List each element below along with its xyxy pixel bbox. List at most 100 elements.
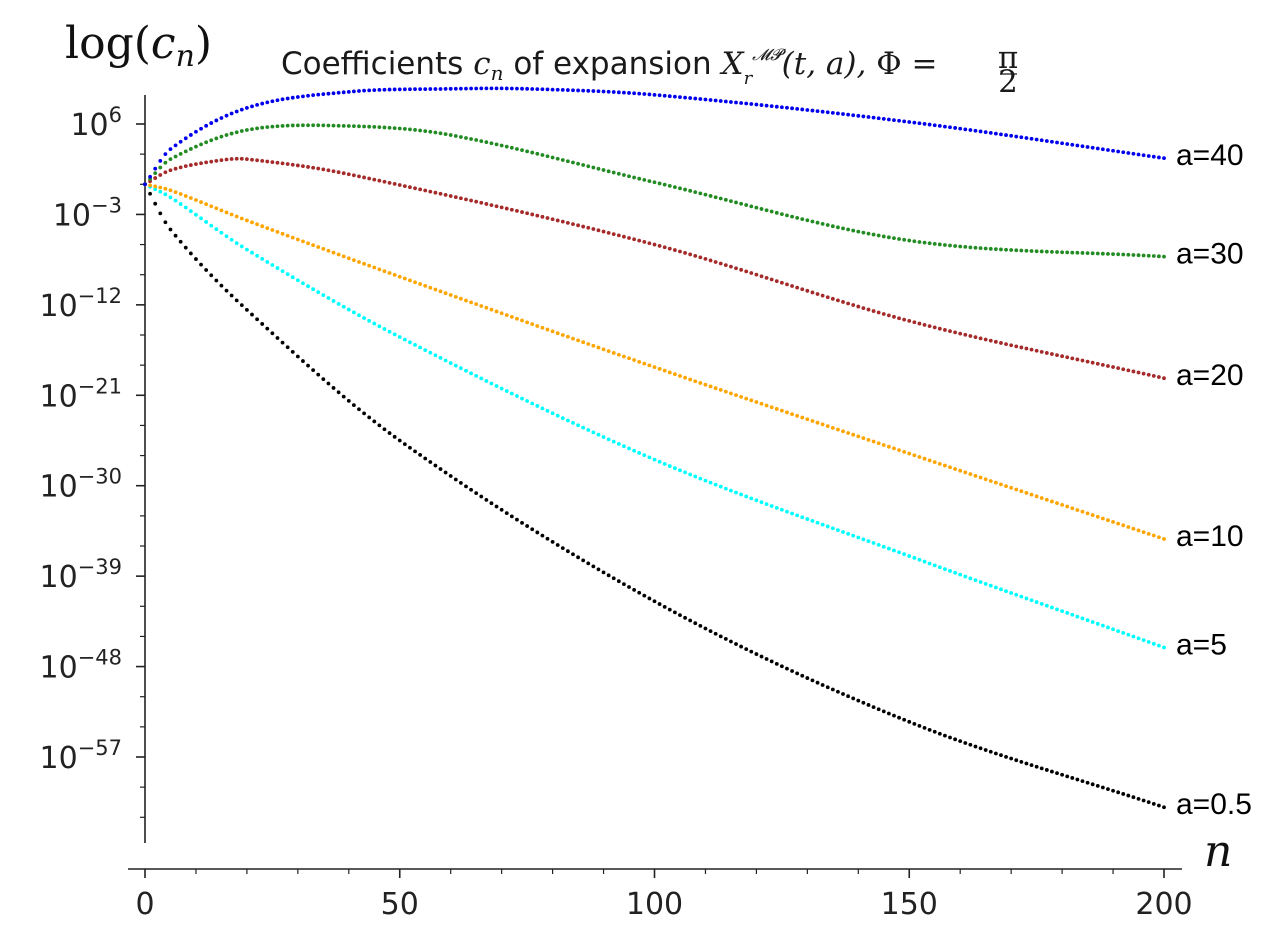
- data-point: [474, 86, 479, 91]
- data-point: [667, 370, 672, 375]
- data-point: [336, 90, 341, 95]
- data-point: [861, 114, 866, 119]
- data-point: [927, 122, 932, 127]
- data-point: [861, 230, 866, 235]
- data-point: [886, 235, 891, 240]
- data-point: [504, 86, 509, 91]
- data-point: [978, 746, 983, 751]
- data-point: [932, 123, 937, 128]
- data-point: [499, 143, 504, 148]
- data-point: [245, 218, 249, 223]
- data-point: [754, 102, 759, 107]
- data-point: [346, 172, 351, 177]
- data-point: [1116, 149, 1121, 154]
- data-point: [1162, 805, 1166, 810]
- data-point: [285, 162, 290, 166]
- data-point: [204, 140, 209, 145]
- data-point: [1029, 249, 1034, 253]
- data-point: [402, 87, 407, 92]
- data-point: [530, 87, 535, 91]
- data-point: [321, 123, 326, 128]
- data-point: [922, 122, 927, 126]
- data-point: [153, 187, 158, 192]
- data-point: [968, 742, 973, 747]
- chart-title: Coefficients cn of expansion Xr𝓜𝓟(t, a),…: [281, 45, 937, 89]
- data-point: [1126, 252, 1131, 257]
- data-point: [239, 303, 244, 308]
- data-point: [1024, 596, 1029, 601]
- data-point: [357, 124, 361, 129]
- data-point: [978, 580, 983, 584]
- data-point: [678, 374, 682, 378]
- data-point: [744, 494, 749, 499]
- data-point: [453, 294, 458, 299]
- data-point: [622, 234, 626, 239]
- data-point: [428, 87, 433, 91]
- data-point: [764, 502, 769, 507]
- data-point: [545, 154, 550, 159]
- data-point: [596, 166, 601, 171]
- data-point: [688, 96, 693, 100]
- data-point: [581, 88, 586, 93]
- data-point: [199, 262, 203, 267]
- data-point: [413, 186, 417, 191]
- data-point: [825, 110, 830, 115]
- data-point: [937, 731, 942, 736]
- data-point: [830, 526, 835, 531]
- data-point: [1085, 618, 1090, 623]
- data-point: [469, 300, 473, 305]
- data-point: [565, 418, 570, 423]
- data-point: [1157, 254, 1161, 259]
- data-point: [168, 227, 173, 232]
- data-point: [219, 208, 224, 213]
- data-point: [744, 647, 749, 651]
- data-point: [520, 396, 524, 401]
- data-point: [1126, 151, 1131, 155]
- data-point: [275, 230, 280, 234]
- data-point: [1065, 250, 1070, 255]
- data-point: [535, 404, 540, 408]
- data-point: [764, 403, 769, 408]
- data-point: [234, 130, 239, 135]
- data-point: [163, 170, 168, 175]
- data-point: [199, 216, 203, 221]
- data-point: [540, 325, 545, 330]
- data-point: [285, 272, 290, 277]
- data-point: [1136, 796, 1141, 801]
- data-point: [734, 200, 738, 205]
- data-point: [1034, 348, 1039, 353]
- data-point: [295, 237, 300, 242]
- data-point: [1136, 253, 1141, 258]
- data-point: [382, 87, 387, 92]
- data-point: [560, 219, 565, 224]
- data-point: [1131, 795, 1136, 800]
- data-point: [545, 408, 550, 413]
- data-point: [785, 282, 789, 287]
- data-point: [1044, 351, 1049, 355]
- data-point: [204, 160, 209, 165]
- data-point: [810, 219, 815, 224]
- data-point: [565, 159, 570, 164]
- data-point: [790, 511, 794, 516]
- data-point: [596, 89, 601, 94]
- data-point: [1055, 771, 1059, 776]
- data-point: [250, 312, 254, 317]
- data-point: [1050, 352, 1054, 356]
- data-point: [672, 185, 677, 189]
- data-point: [1146, 372, 1151, 377]
- x-tick-group: 0 50 100 150 200: [135, 869, 1193, 922]
- data-point: [1106, 148, 1110, 152]
- data-point: [214, 159, 219, 163]
- data-point: [1085, 780, 1090, 785]
- data-point: [973, 245, 978, 250]
- data-point: [988, 246, 993, 251]
- data-point: [245, 247, 249, 252]
- data-point: [657, 93, 662, 98]
- x-axis-label: n: [1204, 826, 1232, 877]
- data-point: [937, 326, 942, 331]
- data-point: [1039, 249, 1044, 254]
- data-point: [978, 336, 983, 341]
- data-point: [1121, 631, 1126, 635]
- data-point: [183, 194, 188, 198]
- data-point: [861, 306, 866, 310]
